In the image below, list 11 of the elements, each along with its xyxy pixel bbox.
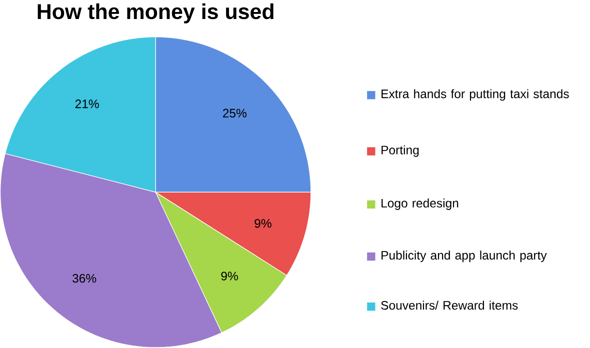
chart-title: How the money is used bbox=[38, 4, 274, 24]
legend-label: Souvenirs/ Reward items bbox=[381, 300, 518, 310]
data-label: 25% bbox=[222, 108, 246, 118]
legend-label: Porting bbox=[382, 146, 419, 157]
legend-label: Logo redesign bbox=[382, 198, 458, 210]
legend-label: Extra hands for putting taxi stands bbox=[382, 89, 569, 101]
data-label: 21% bbox=[75, 100, 99, 108]
data-label: 36% bbox=[72, 274, 96, 283]
data-label: 9% bbox=[221, 272, 238, 280]
legend-label: Publicity and app launch party bbox=[382, 250, 547, 262]
data-label: 9% bbox=[254, 219, 272, 228]
